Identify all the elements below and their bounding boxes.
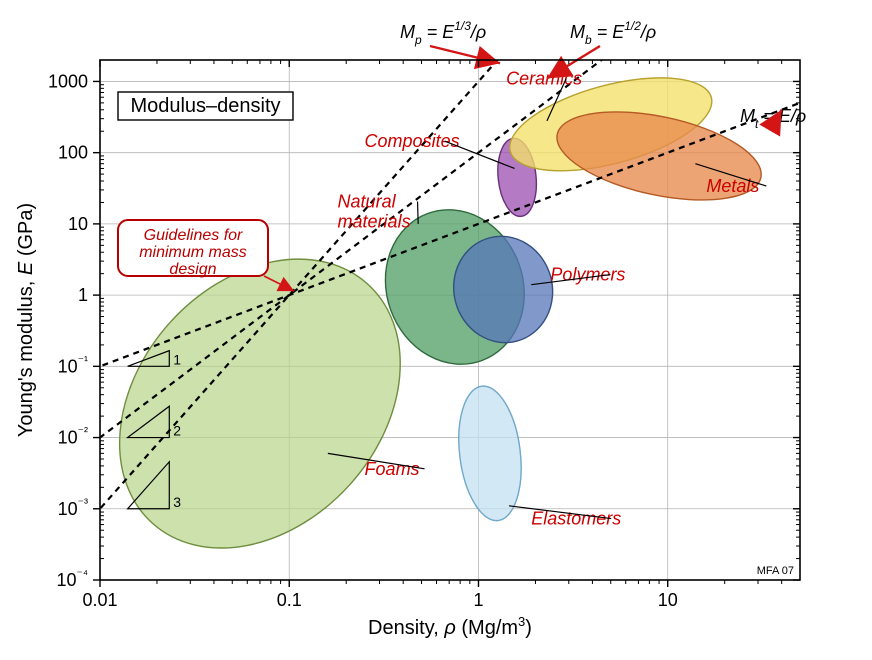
region-label-ceramics: Ceramics (506, 69, 582, 89)
leader-natural-materials (418, 201, 419, 223)
chart-title: Modulus–density (130, 95, 280, 117)
y-tick-1: 10⁻³ (58, 496, 88, 519)
slope-triangle-label-3: 3 (173, 494, 181, 510)
region-label-foams: Foams (365, 459, 420, 479)
x-axis-label: Density, ρ (Mg/m3) (368, 614, 532, 639)
attribution: MFA 07 (757, 565, 794, 577)
ashby-chart: 123Guidelines forminimum massdesignFoams… (0, 0, 872, 660)
y-tick-5: 10 (68, 214, 88, 234)
y-tick-2: 10⁻² (58, 425, 88, 448)
x-tick-3: 10 (658, 590, 678, 610)
y-tick-0: 10⁻⁴ (56, 567, 88, 590)
formula-slope-3: Mp = E1/3/ρ (400, 19, 486, 47)
y-tick-6: 100 (58, 143, 88, 163)
x-tick-1: 0.1 (277, 590, 302, 610)
slope-triangle-label-2: 2 (173, 423, 181, 439)
formula-slope-2: Mb = E1/2/ρ (570, 19, 656, 47)
region-label-polymers: Polymers (550, 265, 625, 285)
slope-triangle-label-1: 1 (173, 351, 181, 367)
y-tick-3: 10⁻¹ (58, 353, 88, 376)
y-axis-label: Young's modulus, E (GPa) (15, 203, 37, 437)
y-tick-7: 1000 (48, 71, 88, 91)
chart-container: 123Guidelines forminimum massdesignFoams… (0, 0, 872, 660)
x-tick-0: 0.01 (82, 590, 117, 610)
x-tick-2: 1 (473, 590, 483, 610)
y-tick-4: 1 (78, 285, 88, 305)
region-label-metals: Metals (706, 176, 759, 196)
